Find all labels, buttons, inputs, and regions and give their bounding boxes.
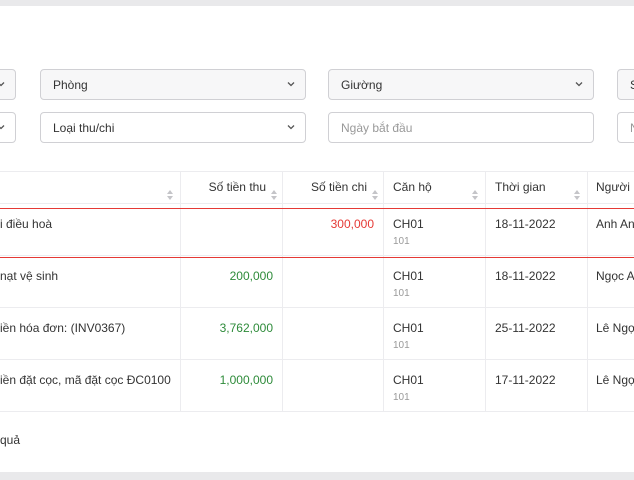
row-apartment: CH01 xyxy=(393,373,424,387)
category-select[interactable]: Loại thu/chi xyxy=(40,112,306,143)
filter-select-left-1[interactable] xyxy=(0,69,16,100)
row-person: Ngọc A xyxy=(596,269,634,283)
row-income: 3,762,000 xyxy=(219,321,273,335)
header-apartment[interactable]: Căn hộ xyxy=(384,172,486,203)
row-time: 18-11-2022 xyxy=(495,217,556,231)
start-date-placeholder: Ngày bắt đầu xyxy=(341,120,413,135)
sort-icon[interactable] xyxy=(371,182,379,200)
row-description: iền đặt cọc, mã đặt cọc ĐC0100 xyxy=(0,373,171,387)
table-row[interactable]: iền đặt cọc, mã đặt cọc ĐC0100 1,000,000… xyxy=(0,360,634,412)
sort-icon[interactable] xyxy=(166,182,174,200)
row-income: 200,000 xyxy=(229,269,273,283)
table-row[interactable]: i điều hoà 300,000 CH01 101 18-11-2022 An… xyxy=(0,204,634,256)
filter-select-right-1-label: S xyxy=(630,78,634,92)
row-apartment-sub: 101 xyxy=(393,236,410,247)
bed-select[interactable]: Giường xyxy=(328,69,594,100)
table-header-row: Số tiền thu Số tiền chi Căn hộ Thời gian… xyxy=(0,171,634,204)
row-apartment: CH01 xyxy=(393,321,424,335)
row-expense: 300,000 xyxy=(330,217,374,231)
row-apartment: CH01 xyxy=(393,217,424,231)
filter-select-left-2[interactable] xyxy=(0,112,16,143)
row-person: Anh An xyxy=(596,217,634,231)
header-time-label: Thời gian xyxy=(495,180,546,194)
sort-icon[interactable] xyxy=(471,182,479,200)
chevron-down-icon xyxy=(285,78,297,90)
sort-icon[interactable] xyxy=(270,182,278,200)
table-row[interactable]: nạt vệ sinh 200,000 CH01 101 18-11-2022 N… xyxy=(0,256,634,308)
chevron-down-icon xyxy=(0,121,7,133)
header-person[interactable]: Người xyxy=(588,172,634,203)
row-income: 1,000,000 xyxy=(219,373,273,387)
header-person-label: Người xyxy=(596,180,630,194)
header-income[interactable]: Số tiền thu xyxy=(181,172,283,203)
row-description: i điều hoà xyxy=(0,217,53,231)
row-description: iền hóa đơn: (INV0367) xyxy=(0,321,126,335)
row-apartment: CH01 xyxy=(393,269,424,283)
header-time[interactable]: Thời gian xyxy=(486,172,588,203)
header-apartment-label: Căn hộ xyxy=(393,180,432,194)
table-row[interactable]: iền hóa đơn: (INV0367) 3,762,000 CH01 101… xyxy=(0,308,634,360)
row-time: 25-11-2022 xyxy=(495,321,556,335)
room-select[interactable]: Phòng xyxy=(40,69,306,100)
results-footer-text: quả xyxy=(0,433,21,447)
sort-icon[interactable] xyxy=(573,182,581,200)
row-apartment-sub: 101 xyxy=(393,340,410,351)
chevron-down-icon xyxy=(573,78,585,90)
chevron-down-icon xyxy=(0,78,7,90)
header-expense-label: Số tiền chi xyxy=(310,180,367,194)
header-expense[interactable]: Số tiền chi xyxy=(283,172,384,203)
start-date-input[interactable]: Ngày bắt đầu xyxy=(328,112,594,143)
row-apartment-sub: 101 xyxy=(393,392,410,403)
header-income-label: Số tiền thu xyxy=(208,180,266,194)
row-apartment-sub: 101 xyxy=(393,288,410,299)
chevron-down-icon xyxy=(285,121,297,133)
filter-select-right-1[interactable]: S xyxy=(617,69,634,100)
end-date-input[interactable]: N xyxy=(617,112,634,143)
transactions-card: Phòng Giường S Loại thu/chi Ngày bắt đầu… xyxy=(0,6,634,472)
row-time: 17-11-2022 xyxy=(495,373,556,387)
room-select-label: Phòng xyxy=(53,77,88,92)
row-description: nạt vệ sinh xyxy=(0,269,59,283)
bed-select-label: Giường xyxy=(341,77,383,92)
end-date-placeholder: N xyxy=(630,121,634,135)
header-description[interactable] xyxy=(0,172,181,203)
row-person: Lê Ngọ xyxy=(596,321,634,335)
row-person: Lê Ngọ xyxy=(596,373,634,387)
row-time: 18-11-2022 xyxy=(495,269,556,283)
category-select-label: Loại thu/chi xyxy=(53,120,115,135)
